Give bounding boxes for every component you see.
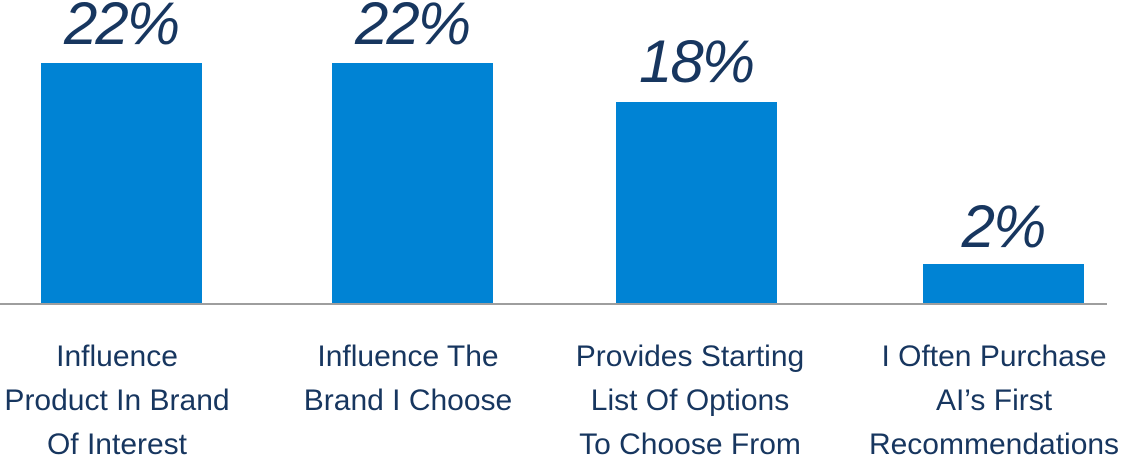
- bar-value-label: 22%: [354, 0, 471, 57]
- bar-rect: [332, 63, 493, 303]
- category-label-line: List Of Options: [590, 384, 790, 417]
- category-label: Influence Product In Brand Of Interest: [4, 335, 229, 461]
- category-label-line: Influence: [56, 340, 178, 373]
- bar-value-label: 2%: [961, 193, 1047, 260]
- category-label-line: Provides Starting: [575, 340, 805, 373]
- category-label: Influence The Brand I Choose: [304, 335, 512, 423]
- category-label-line: To Choose From: [579, 428, 801, 461]
- category-label-line: AI’s First: [935, 384, 1053, 417]
- bar-value-label: 18%: [638, 28, 755, 95]
- category-label: I Often Purchase AI’s First Recommendation…: [869, 335, 1119, 461]
- x-axis-line: [0, 303, 1107, 305]
- category-label-line: Of Interest: [46, 428, 188, 461]
- category-label-line: I Often Purchase: [881, 340, 1107, 373]
- category-label-line: Recommendations: [868, 428, 1120, 461]
- category-label: Provides Starting List Of Options To Choos…: [576, 335, 804, 461]
- bar-rect: [616, 102, 777, 303]
- category-label-line: Brand I Choose: [303, 384, 513, 417]
- category-label-line: Product In Brand: [4, 384, 230, 417]
- bar-rect: [923, 264, 1084, 303]
- bar-value-label: 22%: [63, 0, 180, 57]
- bar-rect: [41, 63, 202, 303]
- category-label-line: Influence The: [317, 340, 499, 373]
